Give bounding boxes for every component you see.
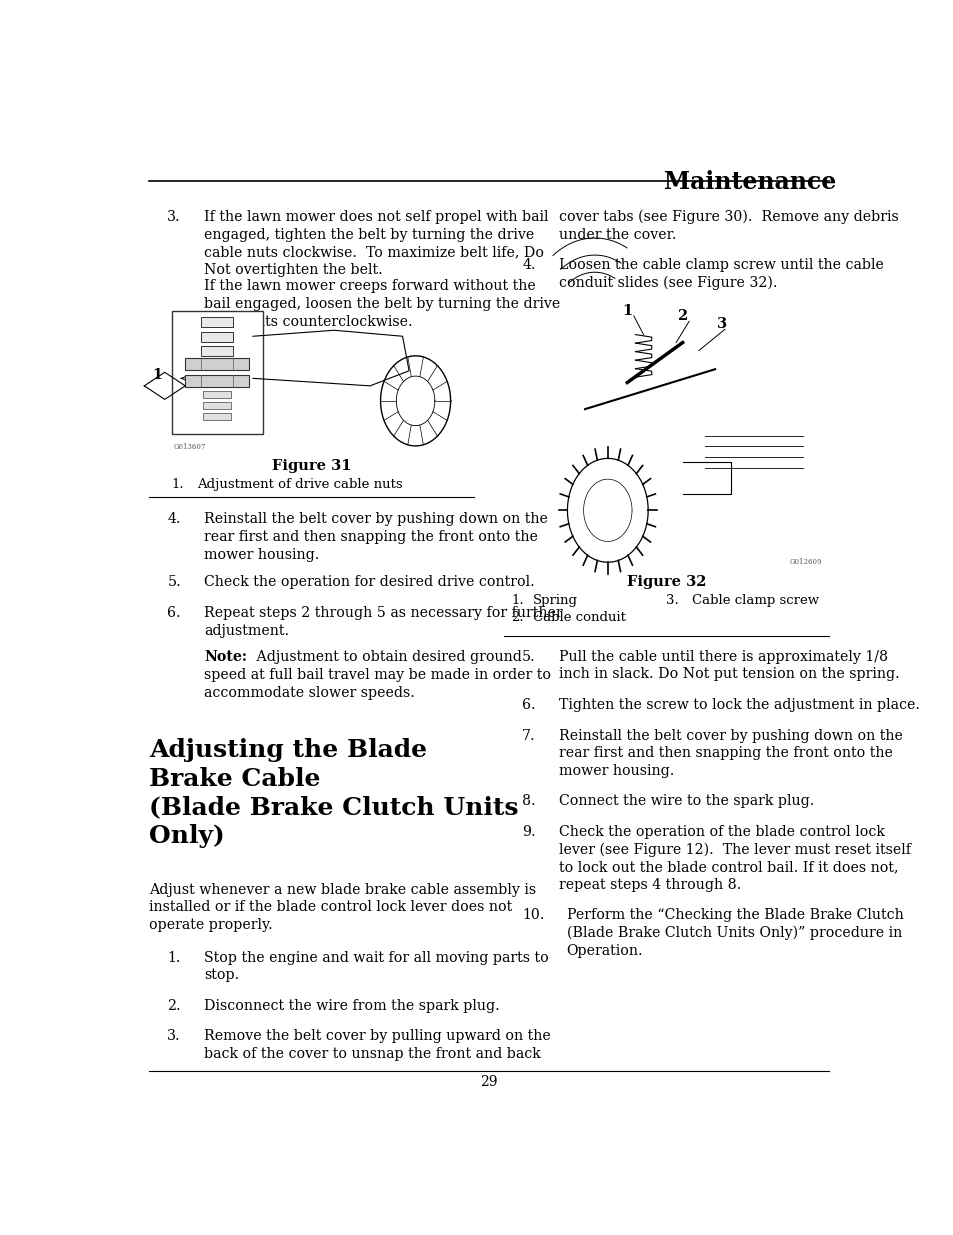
Text: 10.: 10. <box>521 909 544 923</box>
Text: rear first and then snapping the front onto the: rear first and then snapping the front o… <box>558 746 892 761</box>
Text: Reinstall the belt cover by pushing down on the: Reinstall the belt cover by pushing down… <box>204 513 548 526</box>
Text: Figure 32: Figure 32 <box>626 574 705 589</box>
Text: Cable conduit: Cable conduit <box>533 611 625 624</box>
Text: 5.: 5. <box>167 576 181 589</box>
Text: Connect the wire to the spark plug.: Connect the wire to the spark plug. <box>558 794 814 809</box>
Bar <box>203 401 231 409</box>
Text: operate properly.: operate properly. <box>149 918 273 932</box>
Bar <box>503 303 828 569</box>
Text: 7.: 7. <box>521 729 536 742</box>
Text: 4.: 4. <box>167 513 181 526</box>
Text: mower housing.: mower housing. <box>558 763 674 778</box>
Text: engaged, tighten the belt by turning the drive: engaged, tighten the belt by turning the… <box>204 227 534 242</box>
Text: lever (see Figure 12).  The lever must reset itself: lever (see Figure 12). The lever must re… <box>558 842 910 857</box>
Text: 2.: 2. <box>511 611 523 624</box>
Text: under the cover.: under the cover. <box>558 227 676 242</box>
Text: Operation.: Operation. <box>566 944 642 957</box>
Text: installed or if the blade control lock lever does not: installed or if the blade control lock l… <box>149 900 512 914</box>
Bar <box>172 311 262 433</box>
Text: Spring: Spring <box>533 594 578 606</box>
Text: conduit slides (see Figure 32).: conduit slides (see Figure 32). <box>558 275 777 290</box>
Text: inch in slack. Do Not put tension on the spring.: inch in slack. Do Not put tension on the… <box>558 667 899 682</box>
Text: accommodate slower speeds.: accommodate slower speeds. <box>204 685 415 699</box>
Bar <box>185 358 249 369</box>
Bar <box>201 317 233 327</box>
Text: 6.: 6. <box>521 698 536 711</box>
Text: mower housing.: mower housing. <box>204 547 319 562</box>
Text: Disconnect the wire from the spark plug.: Disconnect the wire from the spark plug. <box>204 999 499 1013</box>
Text: G012609: G012609 <box>788 558 821 566</box>
Text: 9.: 9. <box>521 825 536 839</box>
Text: Stop the engine and wait for all moving parts to: Stop the engine and wait for all moving … <box>204 951 548 965</box>
Text: Repeat steps 2 through 5 as necessary for further: Repeat steps 2 through 5 as necessary fo… <box>204 606 562 620</box>
Text: Figure 31: Figure 31 <box>272 459 351 473</box>
Text: 3.: 3. <box>665 594 679 606</box>
Text: back of the cover to unsnap the front and back: back of the cover to unsnap the front an… <box>204 1047 540 1061</box>
Text: 6.: 6. <box>167 606 181 620</box>
Text: 8.: 8. <box>521 794 536 809</box>
Text: Adjustment of drive cable nuts: Adjustment of drive cable nuts <box>196 478 402 492</box>
Text: 1: 1 <box>152 368 162 383</box>
Text: to lock out the blade control bail. If it does not,: to lock out the blade control bail. If i… <box>558 860 898 874</box>
Text: Reinstall the belt cover by pushing down on the: Reinstall the belt cover by pushing down… <box>558 729 902 742</box>
Text: Loosen the cable clamp screw until the cable: Loosen the cable clamp screw until the c… <box>558 258 883 272</box>
Text: bail engaged, loosen the belt by turning the drive: bail engaged, loosen the belt by turning… <box>204 298 560 311</box>
Bar <box>149 304 474 453</box>
Text: repeat steps 4 through 8.: repeat steps 4 through 8. <box>558 878 740 892</box>
Text: Cable clamp screw: Cable clamp screw <box>692 594 819 606</box>
Text: Not overtighten the belt.: Not overtighten the belt. <box>204 263 382 277</box>
Text: 1.: 1. <box>511 594 523 606</box>
Bar <box>201 347 233 357</box>
Text: 29: 29 <box>479 1074 497 1089</box>
Text: If the lawn mower creeps forward without the: If the lawn mower creeps forward without… <box>204 279 536 294</box>
Text: 2: 2 <box>677 309 687 322</box>
Text: (Blade Brake Clutch Units Only)” procedure in: (Blade Brake Clutch Units Only)” procedu… <box>566 926 901 940</box>
Text: Note:: Note: <box>204 651 247 664</box>
Bar <box>203 390 231 398</box>
Text: Adjust whenever a new blade brake cable assembly is: Adjust whenever a new blade brake cable … <box>149 883 536 897</box>
Text: 3.: 3. <box>167 210 181 224</box>
Text: 3.: 3. <box>167 1030 181 1044</box>
Text: rear first and then snapping the front onto the: rear first and then snapping the front o… <box>204 530 537 543</box>
Text: 2.: 2. <box>167 999 181 1013</box>
Text: Tighten the screw to lock the adjustment in place.: Tighten the screw to lock the adjustment… <box>558 698 920 711</box>
Bar <box>201 332 233 342</box>
Text: Check the operation for desired drive control.: Check the operation for desired drive co… <box>204 576 535 589</box>
Text: Pull the cable until there is approximately 1/8: Pull the cable until there is approximat… <box>558 650 887 663</box>
Text: 4.: 4. <box>521 258 536 272</box>
Bar <box>203 412 231 420</box>
Text: If the lawn mower does not self propel with bail: If the lawn mower does not self propel w… <box>204 210 548 224</box>
Text: Check the operation of the blade control lock: Check the operation of the blade control… <box>558 825 884 839</box>
Text: Maintenance: Maintenance <box>663 170 836 194</box>
Text: G013607: G013607 <box>173 442 206 451</box>
Text: cable nuts clockwise.  To maximize belt life, Do: cable nuts clockwise. To maximize belt l… <box>204 246 544 259</box>
Text: 1: 1 <box>621 304 632 317</box>
Text: 1.: 1. <box>171 478 183 492</box>
Text: Perform the “Checking the Blade Brake Clutch: Perform the “Checking the Blade Brake Cl… <box>566 909 902 923</box>
Text: adjustment.: adjustment. <box>204 624 289 637</box>
Text: speed at full bail travel may be made in order to: speed at full bail travel may be made in… <box>204 668 551 682</box>
Text: cover tabs (see Figure 30).  Remove any debris: cover tabs (see Figure 30). Remove any d… <box>558 210 898 225</box>
Bar <box>185 374 249 387</box>
Text: 5.: 5. <box>521 650 536 663</box>
Text: cable nuts counterclockwise.: cable nuts counterclockwise. <box>204 315 413 329</box>
Text: Adjustment to obtain desired ground: Adjustment to obtain desired ground <box>252 651 521 664</box>
Text: Adjusting the Blade
Brake Cable
(Blade Brake Clutch Units
Only): Adjusting the Blade Brake Cable (Blade B… <box>149 737 517 848</box>
Text: 1.: 1. <box>167 951 181 965</box>
Text: 3: 3 <box>716 317 726 331</box>
Text: stop.: stop. <box>204 968 239 982</box>
Text: Remove the belt cover by pulling upward on the: Remove the belt cover by pulling upward … <box>204 1030 551 1044</box>
